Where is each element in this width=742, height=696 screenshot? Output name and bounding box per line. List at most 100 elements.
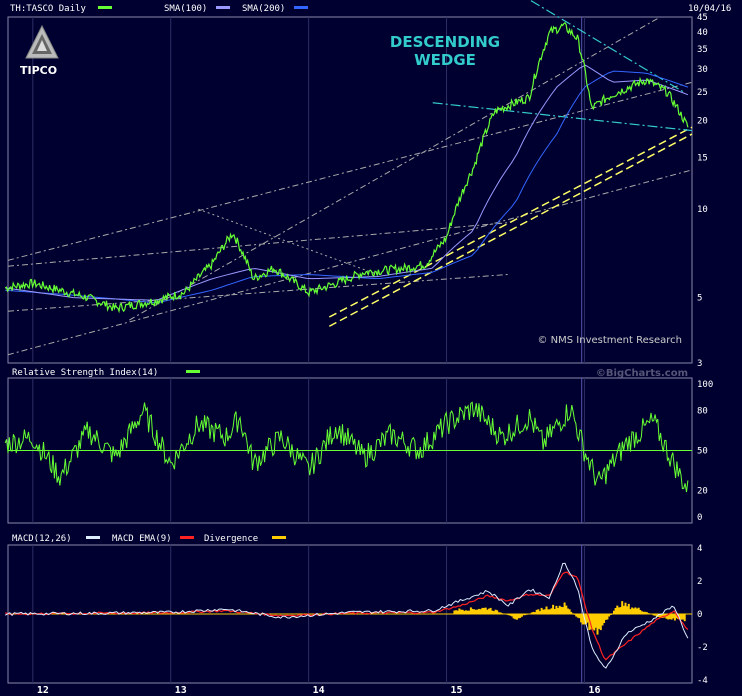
macd-line — [4, 562, 689, 669]
divergence-bar — [611, 613, 614, 614]
divergence-bar — [673, 614, 676, 621]
divergence-bar — [499, 612, 502, 614]
price-y-tick: 10 — [697, 205, 708, 215]
chart-date: 10/04/16 — [688, 4, 731, 14]
price-y-tick: 30 — [697, 65, 708, 75]
divergence-bar — [683, 614, 686, 622]
x-tick-label: 16 — [588, 685, 600, 696]
logo-text: TIPCO — [20, 64, 57, 77]
divergence-bar — [619, 607, 622, 614]
divergence-bar — [573, 614, 576, 615]
divergence-bar — [557, 607, 560, 614]
divergence-bar — [626, 606, 629, 614]
divergence-bar — [682, 614, 685, 620]
divergence-bar — [675, 614, 678, 619]
divergence-bar — [637, 607, 640, 614]
divergence-bar — [642, 611, 645, 614]
upper-channel-line — [7, 222, 509, 267]
long-mid-trendline — [7, 81, 693, 261]
price-legend-swatch — [98, 6, 112, 9]
divergence-bar — [672, 614, 675, 619]
price-y-tick: 15 — [697, 153, 708, 163]
divergence-bar — [491, 610, 494, 614]
divergence-bar — [563, 602, 566, 614]
divergence-bar — [539, 611, 541, 614]
macd-y-tick: 4 — [697, 544, 702, 554]
divergence-bar — [461, 609, 464, 614]
divergence-bar — [621, 601, 624, 614]
divergence-bar — [550, 608, 553, 614]
divergence-bar — [473, 609, 476, 614]
divergence-bar — [585, 614, 587, 625]
divergence-bar — [565, 605, 568, 614]
divergence-bar — [476, 609, 479, 614]
divergence-bar — [496, 610, 499, 614]
divergence-bar — [492, 611, 495, 614]
grid-lines — [8, 17, 692, 683]
divergence-bar — [463, 610, 466, 614]
divergence-bar — [514, 614, 517, 620]
divergence-bar — [534, 612, 536, 614]
sma100-legend-swatch — [216, 6, 230, 9]
price-y-tick: 25 — [697, 88, 708, 98]
divergence-bar — [488, 608, 490, 614]
divergence-bar — [494, 609, 497, 614]
divergence-bar — [464, 610, 467, 614]
price-y-tick: 20 — [697, 117, 708, 127]
divergence-bar — [479, 609, 482, 614]
macd-legend-swatch — [86, 536, 100, 539]
price-y-tick: 3 — [697, 359, 702, 369]
divergence-bar — [647, 613, 650, 614]
divergence-bar — [614, 608, 617, 614]
divergence-bar — [507, 614, 510, 616]
divergence-bar — [478, 608, 481, 614]
divergence-bar — [570, 611, 573, 614]
divergence-bar — [545, 606, 548, 614]
divergence-bar — [603, 614, 606, 623]
divergence-bar — [652, 614, 655, 616]
divergence-bar — [532, 611, 535, 614]
rsi-y-tick: 0 — [697, 513, 702, 523]
divergence-bar — [483, 607, 485, 614]
divergence-bar — [509, 614, 512, 616]
divergence-bar — [481, 607, 484, 614]
divergence-bar — [598, 614, 601, 629]
macd-title: MACD(12,26) — [12, 534, 72, 544]
divergence-bar — [552, 604, 555, 614]
rsi-legend-swatch — [186, 370, 200, 373]
divergence-bar — [581, 614, 584, 625]
divergence-bar — [657, 614, 660, 617]
divergence-bar — [590, 614, 592, 630]
divergence-bar — [571, 613, 574, 614]
tipco-logo — [25, 24, 59, 59]
divergence-bar — [547, 609, 550, 614]
rsi-y-tick: 100 — [697, 380, 713, 390]
divergence-bar — [529, 613, 532, 614]
macd-y-tick: 2 — [697, 577, 702, 587]
divergence-bar — [520, 614, 523, 617]
divergence-bar — [460, 609, 462, 614]
divergence-bar — [670, 614, 673, 620]
divergence-bar — [622, 605, 625, 614]
divergence-bar — [678, 614, 681, 620]
divergence-bar — [629, 609, 632, 614]
rsi-y-tick: 50 — [697, 447, 708, 457]
sma200-line — [5, 70, 689, 304]
fan-line-down — [198, 208, 378, 275]
bigcharts-credit: ©BigCharts.com — [596, 368, 688, 379]
macd-y-tick: -4 — [697, 676, 708, 686]
divergence-bar — [562, 607, 564, 614]
divergence-bar — [497, 612, 500, 614]
divergence-bar — [609, 614, 612, 615]
divergence-bar — [668, 614, 671, 620]
divergence-bar — [593, 614, 596, 631]
x-tick-label: 14 — [313, 685, 325, 696]
data-series — [4, 21, 689, 669]
divergence-bar — [519, 614, 522, 618]
divergence-bar — [537, 609, 540, 614]
divergence-bar — [659, 614, 662, 618]
divergence-bar — [601, 614, 604, 626]
axis-ticks: 12 13 14 15 16454035302520151053100805020042… — [37, 13, 713, 696]
rsi-title: Relative Strength Index(14) — [12, 368, 158, 378]
